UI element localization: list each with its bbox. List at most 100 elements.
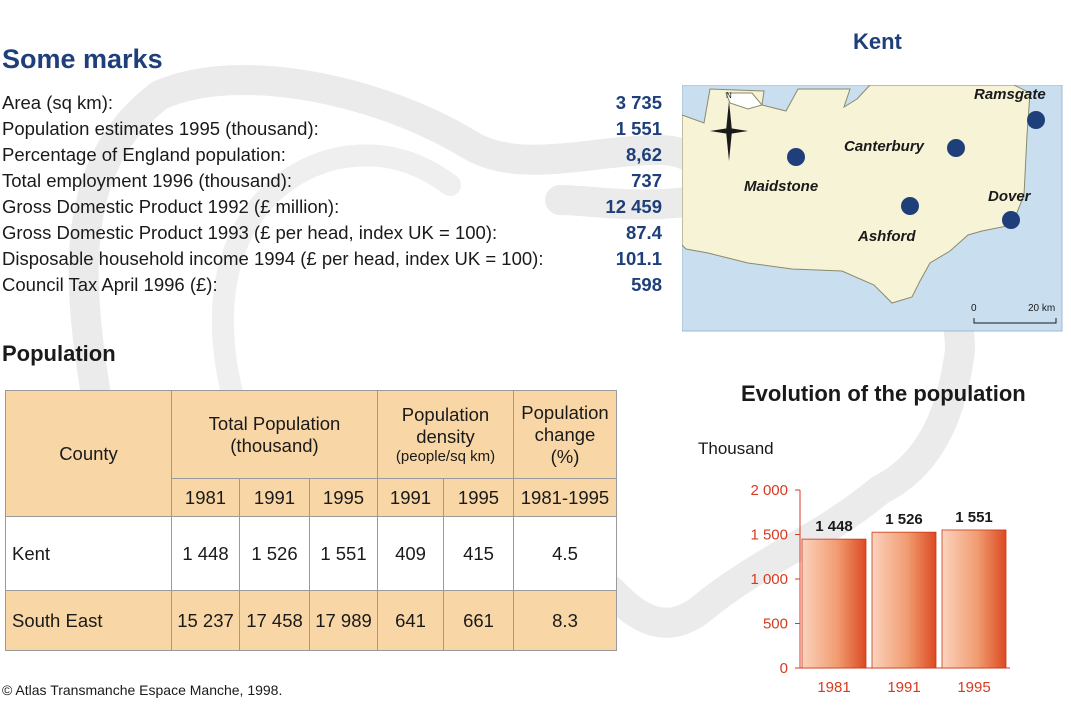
population-bar-chart: 0 500 1 000 1 500 2 000 1 448 1 526 1 551 1981… [750, 482, 1010, 696]
header-total-unit: (thousand) [230, 434, 319, 456]
town-marker-maidstone [787, 148, 805, 166]
y-tick-label: 1 500 [750, 527, 788, 544]
table-cell: 1 526 [239, 516, 310, 591]
bar [871, 531, 937, 669]
marks-value: 12 459 [605, 196, 662, 217]
marks-label: Disposable household income 1994 (£ per … [2, 248, 544, 269]
marks-label: Gross Domestic Product 1992 (£ million): [2, 196, 340, 217]
bar-series [801, 529, 1007, 669]
header-total-label: Total Population [208, 412, 341, 434]
town-label-maidstone: Maidstone [744, 178, 818, 195]
population-title: Population [2, 341, 116, 366]
town-marker-canterbury [947, 139, 965, 157]
marks-value: 598 [631, 274, 662, 295]
chart-ylabel: Thousand [698, 439, 774, 458]
header-change: Population change (%) [513, 390, 617, 479]
town-marker-dover [1002, 211, 1020, 229]
bar [801, 538, 867, 669]
header-total-population: Total Population (thousand) [171, 390, 378, 479]
value-labels: 1 448 1 526 1 551 [815, 509, 993, 535]
y-tick-label: 2 000 [750, 482, 788, 499]
table-cell: 4.5 [513, 516, 617, 591]
y-tick-label: 1 000 [750, 571, 788, 588]
table-cell: 8.3 [513, 590, 617, 651]
marks-row-council-tax: Council Tax April 1996 (£): 598 [2, 274, 662, 300]
population-table: County Total Population (thousand) Popula… [5, 390, 617, 651]
town-marker-ramsgate [1027, 111, 1045, 129]
town-label-ashford: Ashford [857, 228, 916, 245]
north-label: N [726, 91, 732, 100]
y-axis: 0 500 1 000 1 500 2 000 [750, 482, 1010, 677]
marks-label: Gross Domestic Product 1993 (£ per head,… [2, 222, 498, 243]
map-title: Kent [853, 29, 902, 54]
scale-end-label: 20 km [1028, 303, 1055, 314]
town-label-canterbury: Canterbury [844, 138, 925, 155]
table-cell: 641 [377, 590, 444, 651]
marks-label: Total employment 1996 (thousand): [2, 170, 293, 191]
marks-row-income: Disposable household income 1994 (£ per … [2, 248, 662, 274]
x-tick-label: 1981 [817, 679, 850, 696]
row-county: South East [5, 590, 172, 651]
header-density: Population density (people/sq km) [377, 390, 514, 479]
header-year: 1991 [239, 478, 310, 517]
table-row: South East 15 237 17 458 17 989 641 661 … [5, 590, 617, 651]
y-tick-label: 0 [780, 660, 788, 677]
header-density-unit: (people/sq km) [395, 448, 496, 465]
scale-start-label: 0 [971, 303, 977, 314]
marks-value: 101.1 [615, 248, 662, 269]
header-change-label: Population change [521, 401, 609, 445]
town-label-ramsgate: Ramsgate [974, 86, 1046, 103]
table-cell: 661 [443, 590, 514, 651]
table-cell: 409 [377, 516, 444, 591]
header-change-unit: (%) [550, 445, 580, 467]
marks-value: 1 551 [615, 118, 662, 139]
map-scale-bar: 0 20 km [971, 303, 1057, 324]
row-county: Kent [5, 516, 172, 591]
x-tick-label: 1991 [887, 679, 920, 696]
header-year: 1981-1995 [513, 478, 617, 517]
marks-value: 3 735 [615, 92, 662, 113]
credit-text: © Atlas Transmanche Espace Manche, 1998. [2, 682, 283, 698]
x-axis-labels: 1981 1991 1995 [817, 679, 990, 696]
marks-row-gdp-1993: Gross Domestic Product 1993 (£ per head,… [2, 222, 662, 248]
town-label-dover: Dover [988, 188, 1032, 205]
bar-value-label: 1 526 [885, 511, 923, 528]
marks-label: Percentage of England population: [2, 144, 286, 165]
y-tick-label: 500 [763, 616, 788, 633]
marks-row-employment: Total employment 1996 (thousand): 737 [2, 170, 662, 196]
marks-row-population: Population estimates 1995 (thousand): 1 5… [2, 118, 662, 144]
table-cell: 17 458 [239, 590, 310, 651]
chart-title: Evolution of the population [741, 381, 1026, 406]
table-header-row: County Total Population (thousand) Popula… [5, 390, 617, 517]
marks-label: Area (sq km): [2, 92, 114, 113]
kent-map: N Ramsgate Canterbury Maidstone Dover As… [682, 85, 1063, 332]
marks-row-gdp-1992: Gross Domestic Product 1992 (£ million):… [2, 196, 662, 222]
table-year-row: 1981 1991 1995 1991 1995 1981-1995 [6, 478, 617, 517]
x-tick-label: 1995 [957, 679, 990, 696]
estuary [725, 92, 763, 110]
marks-row-area: Area (sq km): 3 735 [2, 92, 662, 118]
compass-icon: N [710, 91, 748, 161]
bar-value-label: 1 551 [955, 509, 993, 526]
table-row: Kent 1 448 1 526 1 551 409 415 4.5 [5, 516, 617, 591]
bar-value-label: 1 448 [815, 518, 853, 535]
header-county: County [5, 390, 172, 517]
marks-label: Council Tax April 1996 (£): [2, 274, 218, 295]
table-cell: 1 448 [171, 516, 240, 591]
marks-value: 8,62 [625, 144, 662, 165]
marks-row-percentage: Percentage of England population: 8,62 [2, 144, 662, 170]
bar [941, 529, 1007, 669]
marks-value: 737 [631, 170, 662, 191]
header-year: 1995 [443, 478, 514, 517]
header-year: 1981 [171, 478, 240, 517]
marks-label: Population estimates 1995 (thousand): [2, 118, 319, 139]
marks-title: Some marks [2, 44, 163, 74]
town-marker-ashford [901, 197, 919, 215]
table-cell: 415 [443, 516, 514, 591]
table-cell: 1 551 [309, 516, 378, 591]
marks-value: 87.4 [625, 222, 662, 243]
table-cell: 17 989 [309, 590, 378, 651]
table-cell: 15 237 [171, 590, 240, 651]
header-density-label: Population density [401, 404, 490, 447]
header-year: 1995 [309, 478, 378, 517]
